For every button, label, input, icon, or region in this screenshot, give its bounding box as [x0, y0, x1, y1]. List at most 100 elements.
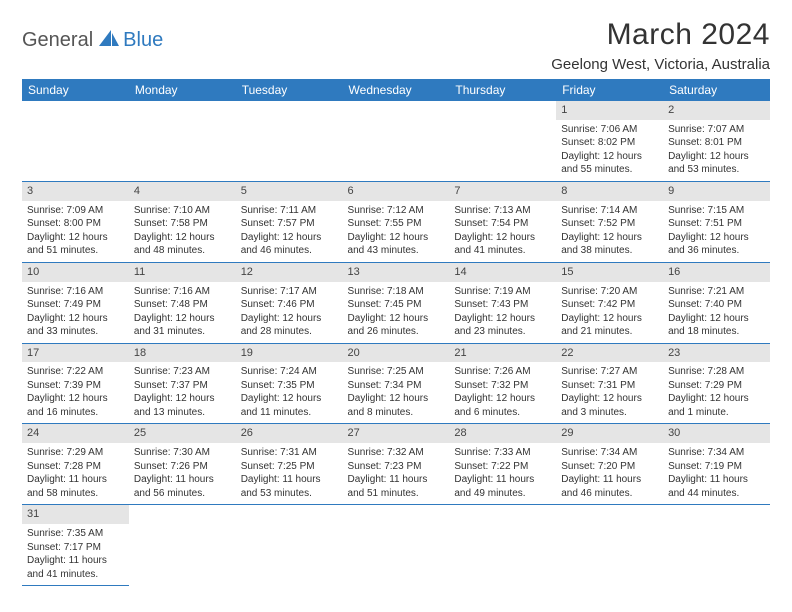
sunset-value: Sunset: 7:54 PM	[454, 217, 551, 231]
day-number: 31	[22, 505, 129, 524]
calendar-table: Sunday Monday Tuesday Wednesday Thursday…	[22, 79, 770, 586]
sunset-value: Sunset: 7:26 PM	[134, 460, 231, 474]
sunrise-value: Sunrise: 7:30 AM	[134, 446, 231, 460]
sunset-value: Sunset: 8:01 PM	[668, 136, 765, 150]
day-number: 20	[343, 344, 450, 363]
sunset-value: Sunset: 7:51 PM	[668, 217, 765, 231]
day-body: Sunrise: 7:21 AMSunset: 7:40 PMDaylight:…	[663, 282, 770, 343]
calendar-week-row: 31 Sunrise: 7:35 AMSunset: 7:17 PMDayligh…	[22, 505, 770, 586]
location-label: Geelong West, Victoria, Australia	[551, 56, 770, 73]
day-body: Sunrise: 7:13 AMSunset: 7:54 PMDaylight:…	[449, 201, 556, 262]
calendar-day-cell: 27Sunrise: 7:32 AMSunset: 7:23 PMDayligh…	[343, 424, 450, 505]
header: General Blue March 2024 Geelong West, Vi…	[22, 18, 770, 73]
daylight-value: Daylight: 12 hours and 41 minutes.	[454, 231, 551, 258]
day-number: 17	[22, 344, 129, 363]
calendar-day-cell: 5Sunrise: 7:11 AMSunset: 7:57 PMDaylight…	[236, 181, 343, 262]
sunset-value: Sunset: 7:39 PM	[27, 379, 124, 393]
sunrise-value: Sunrise: 7:06 AM	[561, 123, 658, 137]
calendar-day-cell: 16Sunrise: 7:21 AMSunset: 7:40 PMDayligh…	[663, 262, 770, 343]
sunset-value: Sunset: 7:17 PM	[27, 541, 124, 555]
sunrise-value: Sunrise: 7:16 AM	[27, 285, 124, 299]
day-body: Sunrise: 7:20 AMSunset: 7:42 PMDaylight:…	[556, 282, 663, 343]
day-body: Sunrise: 7:18 AMSunset: 7:45 PMDaylight:…	[343, 282, 450, 343]
sunrise-value: Sunrise: 7:18 AM	[348, 285, 445, 299]
weekday-header: Thursday	[449, 79, 556, 101]
day-number: 27	[343, 424, 450, 443]
sunset-value: Sunset: 7:42 PM	[561, 298, 658, 312]
logo-sail-icon	[97, 28, 121, 53]
sunset-value: Sunset: 7:40 PM	[668, 298, 765, 312]
calendar-day-cell: 15Sunrise: 7:20 AMSunset: 7:42 PMDayligh…	[556, 262, 663, 343]
day-number: 14	[449, 263, 556, 282]
day-number: 22	[556, 344, 663, 363]
day-number: 12	[236, 263, 343, 282]
calendar-day-cell: 28Sunrise: 7:33 AMSunset: 7:22 PMDayligh…	[449, 424, 556, 505]
sunset-value: Sunset: 7:19 PM	[668, 460, 765, 474]
day-body: Sunrise: 7:19 AMSunset: 7:43 PMDaylight:…	[449, 282, 556, 343]
day-body: Sunrise: 7:30 AMSunset: 7:26 PMDaylight:…	[129, 443, 236, 504]
daylight-value: Daylight: 11 hours and 41 minutes.	[27, 554, 124, 581]
calendar-day-cell	[663, 505, 770, 586]
day-number: 24	[22, 424, 129, 443]
sunrise-value: Sunrise: 7:35 AM	[27, 527, 124, 541]
calendar-day-cell: 7Sunrise: 7:13 AMSunset: 7:54 PMDaylight…	[449, 181, 556, 262]
page-title: March 2024	[551, 18, 770, 52]
daylight-value: Daylight: 11 hours and 49 minutes.	[454, 473, 551, 500]
day-body: Sunrise: 7:31 AMSunset: 7:25 PMDaylight:…	[236, 443, 343, 504]
sunset-value: Sunset: 7:37 PM	[134, 379, 231, 393]
calendar-day-cell: 17Sunrise: 7:22 AMSunset: 7:39 PMDayligh…	[22, 343, 129, 424]
calendar-day-cell: 4Sunrise: 7:10 AMSunset: 7:58 PMDaylight…	[129, 181, 236, 262]
sunrise-value: Sunrise: 7:33 AM	[454, 446, 551, 460]
day-body: Sunrise: 7:34 AMSunset: 7:20 PMDaylight:…	[556, 443, 663, 504]
sunrise-value: Sunrise: 7:19 AM	[454, 285, 551, 299]
day-number: 28	[449, 424, 556, 443]
sunset-value: Sunset: 7:34 PM	[348, 379, 445, 393]
day-number: 5	[236, 182, 343, 201]
day-body: Sunrise: 7:16 AMSunset: 7:48 PMDaylight:…	[129, 282, 236, 343]
daylight-value: Daylight: 12 hours and 16 minutes.	[27, 392, 124, 419]
day-body: Sunrise: 7:32 AMSunset: 7:23 PMDaylight:…	[343, 443, 450, 504]
day-number: 4	[129, 182, 236, 201]
sunrise-value: Sunrise: 7:17 AM	[241, 285, 338, 299]
daylight-value: Daylight: 12 hours and 18 minutes.	[668, 312, 765, 339]
daylight-value: Daylight: 12 hours and 36 minutes.	[668, 231, 765, 258]
sunrise-value: Sunrise: 7:28 AM	[668, 365, 765, 379]
calendar-day-cell: 1Sunrise: 7:06 AMSunset: 8:02 PMDaylight…	[556, 101, 663, 181]
calendar-day-cell: 2Sunrise: 7:07 AMSunset: 8:01 PMDaylight…	[663, 101, 770, 181]
calendar-day-cell	[343, 101, 450, 181]
calendar-day-cell: 24Sunrise: 7:29 AMSunset: 7:28 PMDayligh…	[22, 424, 129, 505]
calendar-day-cell: 10Sunrise: 7:16 AMSunset: 7:49 PMDayligh…	[22, 262, 129, 343]
sunrise-value: Sunrise: 7:16 AM	[134, 285, 231, 299]
sunset-value: Sunset: 8:02 PM	[561, 136, 658, 150]
sunrise-value: Sunrise: 7:13 AM	[454, 204, 551, 218]
calendar-day-cell	[556, 505, 663, 586]
daylight-value: Daylight: 12 hours and 3 minutes.	[561, 392, 658, 419]
calendar-day-cell: 8Sunrise: 7:14 AMSunset: 7:52 PMDaylight…	[556, 181, 663, 262]
sunset-value: Sunset: 7:43 PM	[454, 298, 551, 312]
daylight-value: Daylight: 12 hours and 11 minutes.	[241, 392, 338, 419]
calendar-day-cell	[449, 101, 556, 181]
sunrise-value: Sunrise: 7:34 AM	[668, 446, 765, 460]
day-number: 10	[22, 263, 129, 282]
weekday-header: Friday	[556, 79, 663, 101]
weekday-header: Monday	[129, 79, 236, 101]
daylight-value: Daylight: 11 hours and 44 minutes.	[668, 473, 765, 500]
day-body: Sunrise: 7:14 AMSunset: 7:52 PMDaylight:…	[556, 201, 663, 262]
logo-text-general: General	[22, 29, 93, 52]
day-body: Sunrise: 7:27 AMSunset: 7:31 PMDaylight:…	[556, 362, 663, 423]
sunrise-value: Sunrise: 7:11 AM	[241, 204, 338, 218]
sunset-value: Sunset: 7:48 PM	[134, 298, 231, 312]
day-number: 30	[663, 424, 770, 443]
sunset-value: Sunset: 7:46 PM	[241, 298, 338, 312]
day-body: Sunrise: 7:26 AMSunset: 7:32 PMDaylight:…	[449, 362, 556, 423]
sunrise-value: Sunrise: 7:15 AM	[668, 204, 765, 218]
sunrise-value: Sunrise: 7:09 AM	[27, 204, 124, 218]
calendar-week-row: 24Sunrise: 7:29 AMSunset: 7:28 PMDayligh…	[22, 424, 770, 505]
sunrise-value: Sunrise: 7:10 AM	[134, 204, 231, 218]
sunrise-value: Sunrise: 7:24 AM	[241, 365, 338, 379]
day-number: 29	[556, 424, 663, 443]
sunrise-value: Sunrise: 7:29 AM	[27, 446, 124, 460]
daylight-value: Daylight: 12 hours and 31 minutes.	[134, 312, 231, 339]
calendar-day-cell: 11Sunrise: 7:16 AMSunset: 7:48 PMDayligh…	[129, 262, 236, 343]
sunrise-value: Sunrise: 7:34 AM	[561, 446, 658, 460]
